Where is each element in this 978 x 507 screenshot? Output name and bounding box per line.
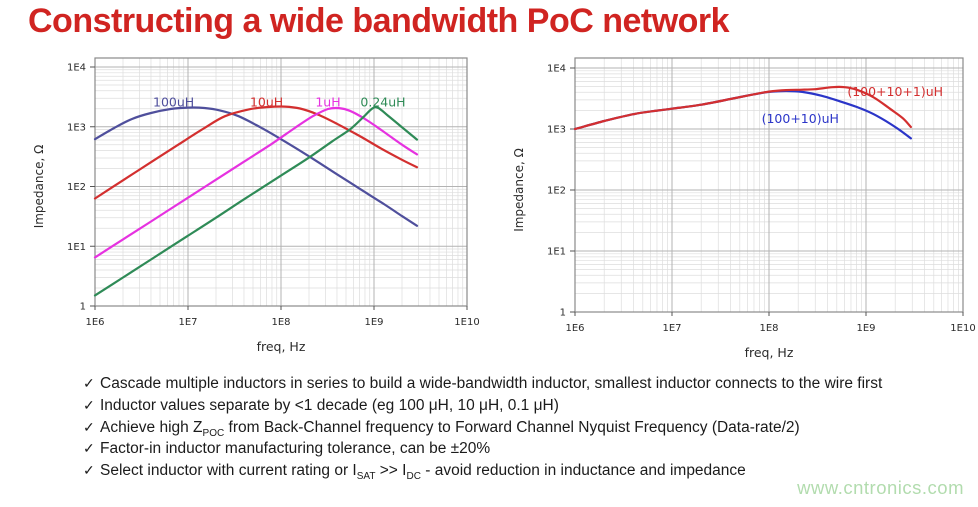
series-label-(100+10)uH: (100+10)uH [762,111,839,126]
chart-cascaded-inductors: 1E6 1E7 1E8 1E9 1E10 1 1E1 1E2 1E3 1E4 freq, Hz Imp… [512,57,976,361]
y-tick-label: 1E2 [67,182,86,193]
series-label-100uH: 100uH [153,94,194,109]
axes: 1E6 1E7 1E8 1E9 1E10 1 1E1 1E2 1E3 1E4 freq, Hz Imp… [32,63,480,355]
y-tick-label: 1E1 [547,247,566,258]
bullet-item: ✓ Factor-in inductor manufacturing tolera… [83,438,977,460]
x-tick-label: 1E8 [271,317,290,328]
bullet-item: ✓ Inductor values separate by <1 decade (… [83,395,977,417]
chart-individual-inductors: 1E6 1E7 1E8 1E9 1E10 1 1E1 1E2 1E3 1E4 freq, Hz Imp… [32,57,480,355]
x-tick-label: 1E10 [950,323,975,334]
page-title: Constructing a wide bandwidth PoC networ… [28,2,730,40]
grid-major [95,58,467,306]
curve-100uH [93,106,419,227]
x-axis-label: freq, Hz [745,345,794,360]
y-axis-label: Impedance, Ω [32,145,46,229]
curve-10uH [93,105,419,200]
checkmark-icon: ✓ [83,418,95,435]
curve-(100+10+1)uH [573,85,912,131]
watermark: www.cntronics.com [797,477,964,498]
bullet-text: Achieve high ZPOC from Back-Channel freq… [100,418,800,439]
bullet-text: Select inductor with current rating or I… [100,462,746,483]
checkmark-icon: ✓ [83,462,95,479]
bullet-item: ✓ Select inductor with current rating or … [83,460,977,482]
curve-1uH [93,106,419,259]
x-tick-label: 1E6 [85,317,104,328]
grid-major [575,58,963,312]
y-axis-label: Impedance, Ω [512,148,526,232]
checkmark-icon: ✓ [83,375,95,391]
x-tick-label: 1E6 [565,323,584,334]
y-tick-label: 1 [80,302,86,313]
bullet-text: Factor-in inductor manufacturing toleran… [100,440,491,458]
y-tick-label: 1E2 [547,186,566,197]
x-tick-label: 1E9 [364,317,383,328]
y-tick-label: 1E1 [67,242,86,253]
series-label-0.24uH: 0.24uH [360,94,405,109]
checkmark-icon: ✓ [83,440,95,457]
bullet-item: ✓ Cascade multiple inductors in series to… [83,373,977,395]
y-tick-label: 1E3 [547,125,566,136]
series-label-10uH: 10uH [250,94,283,109]
y-tick-label: 1 [560,308,566,319]
x-tick-label: 1E7 [178,317,197,328]
checkmark-icon: ✓ [83,396,95,413]
bullet-list: ✓ Cascade multiple inductors in series to… [83,373,977,482]
y-tick-label: 1E3 [67,122,86,133]
y-tick-label: 1E4 [547,64,566,75]
x-axis-label: freq, Hz [257,339,306,354]
axes: 1E6 1E7 1E8 1E9 1E10 1 1E1 1E2 1E3 1E4 freq, Hz Imp… [512,64,976,361]
series-label-(100+10+1)uH: (100+10+1)uH [847,84,943,99]
curve-0.24uH [93,106,419,297]
y-tick-label: 1E4 [67,63,86,74]
x-tick-label: 1E9 [856,323,875,334]
x-tick-label: 1E8 [759,323,778,334]
x-tick-label: 1E7 [662,323,681,334]
series-label-1uH: 1uH [315,94,340,109]
grid-minor [95,58,467,306]
bullet-item: ✓ Achieve high ZPOC from Back-Channel fre… [83,417,977,439]
bullet-text: Cascade multiple inductors in series to … [100,375,883,392]
x-tick-label: 1E10 [454,317,479,328]
bullet-text: Inductor values separate by <1 decade (e… [100,396,559,414]
